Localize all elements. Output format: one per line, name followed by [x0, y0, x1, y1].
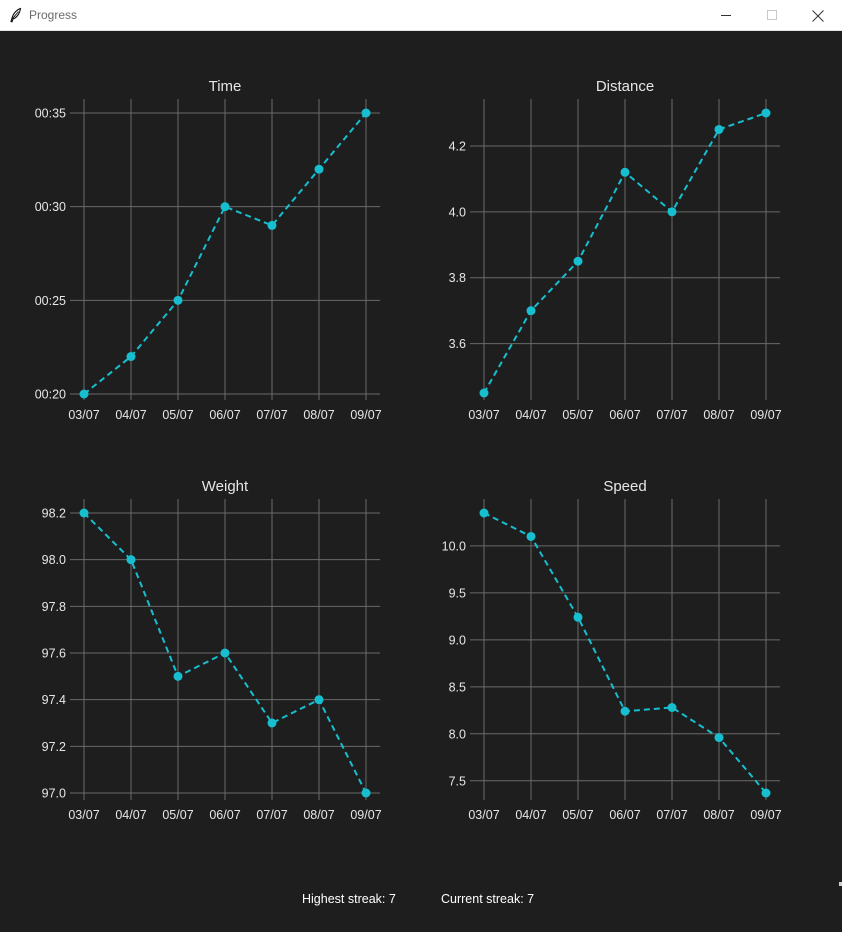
time-x-tick-label: 06/07: [209, 408, 240, 422]
distance-x-tick-label: 08/07: [703, 408, 734, 422]
weight-x-tick-label: 06/07: [209, 808, 240, 822]
weight-data-point: [126, 555, 136, 565]
distance-x-tick-label: 06/07: [609, 408, 640, 422]
time-x-tick-label: 05/07: [162, 408, 193, 422]
distance-data-point: [714, 124, 724, 134]
resize-grip[interactable]: [839, 882, 842, 886]
speed-x-tick-label: 05/07: [562, 808, 593, 822]
distance-x-tick-label: 07/07: [656, 408, 687, 422]
weight-data-point: [173, 671, 183, 681]
speed-data-point: [526, 531, 536, 541]
weight-y-tick-label: 98.2: [42, 507, 66, 521]
weight-y-tick-label: 98.0: [42, 553, 66, 567]
speed-x-tick-label: 09/07: [750, 808, 781, 822]
weight-chart: Weight 03/07 04/07 05/07 06/07 07/07 08/07 09/0…: [42, 478, 382, 822]
weight-data-point: [361, 788, 371, 798]
weight-y-tick-label: 97.2: [42, 740, 66, 754]
time-y-tick-label: 00:35: [35, 107, 66, 121]
weight-y-tick-label: 97.6: [42, 647, 66, 661]
weight-y-tick-label: 97.0: [42, 787, 66, 801]
speed-y-tick-label: 8.5: [449, 680, 466, 694]
distance-y-tick-label: 4.0: [449, 205, 466, 219]
speed-data-point: [620, 706, 630, 716]
time-x-tick-label: 08/07: [303, 408, 334, 422]
time-data-point: [79, 389, 89, 399]
weight-y-tick-label: 97.4: [42, 693, 66, 707]
speed-y-tick-label: 9.0: [449, 633, 466, 647]
weight-data-point: [220, 648, 230, 658]
weight-x-tick-label: 05/07: [162, 808, 193, 822]
time-x-tick-label: 04/07: [115, 408, 146, 422]
time-y-tick-label: 00:30: [35, 200, 66, 214]
close-button[interactable]: [795, 0, 841, 31]
weight-data-point: [267, 718, 277, 728]
speed-x-tick-label: 06/07: [609, 808, 640, 822]
weight-x-tick-label: 04/07: [115, 808, 146, 822]
time-data-point: [267, 220, 277, 230]
time-data-point: [126, 352, 136, 362]
speed-data-point: [714, 733, 724, 743]
speed-data-point: [479, 508, 489, 518]
speed-x-tick-label: 07/07: [656, 808, 687, 822]
speed-y-tick-label: 9.5: [449, 586, 466, 600]
distance-x-tick-label: 03/07: [468, 408, 499, 422]
weight-x-tick-label: 08/07: [303, 808, 334, 822]
weight-x-tick-label: 03/07: [68, 808, 99, 822]
distance-x-tick-label: 04/07: [515, 408, 546, 422]
speed-x-tick-label: 04/07: [515, 808, 546, 822]
distance-data-point: [573, 256, 583, 266]
weight-chart-title: Weight: [202, 478, 249, 495]
time-chart-title: Time: [209, 78, 242, 95]
speed-x-tick-label: 03/07: [468, 808, 499, 822]
distance-data-point: [526, 306, 536, 316]
highest-streak-label: Highest streak: 7: [302, 892, 396, 906]
distance-data-point: [667, 207, 677, 217]
time-x-tick-label: 09/07: [350, 408, 381, 422]
distance-y-tick-label: 3.6: [449, 337, 466, 351]
minimize-button[interactable]: [703, 0, 749, 31]
time-y-tick-label: 00:25: [35, 294, 66, 308]
distance-chart: Distance 03/07 04/07 05/07 06/07 07/07 08/07 09…: [449, 78, 782, 422]
time-chart: Time 03/07 04/07 05/07 06/07 07/07 08/07 09/07 0…: [35, 78, 382, 422]
distance-data-point: [479, 388, 489, 398]
speed-chart: Speed 03/07 04/07 05/07 06/07 07/07 08/07 09/07…: [442, 478, 782, 822]
weight-y-tick-label: 97.8: [42, 600, 66, 614]
speed-y-tick-label: 10.0: [442, 539, 466, 553]
streak-footer: Highest streak: 7 Current streak: 7: [0, 892, 842, 908]
weight-x-tick-label: 07/07: [256, 808, 287, 822]
time-data-point: [361, 108, 371, 118]
time-data-point: [314, 164, 324, 174]
speed-y-tick-label: 8.0: [449, 727, 466, 741]
speed-y-tick-label: 7.5: [449, 774, 466, 788]
time-x-tick-label: 07/07: [256, 408, 287, 422]
time-data-point: [173, 295, 183, 305]
speed-data-point: [573, 612, 583, 622]
time-data-point: [220, 202, 230, 212]
window-title: Progress: [29, 8, 78, 22]
close-icon: [812, 10, 824, 22]
distance-x-tick-label: 09/07: [750, 408, 781, 422]
feather-icon: [10, 7, 22, 23]
speed-chart-title: Speed: [603, 478, 646, 495]
distance-x-tick-label: 05/07: [562, 408, 593, 422]
current-streak-label: Current streak: 7: [441, 892, 535, 906]
speed-x-tick-label: 08/07: [703, 808, 734, 822]
distance-chart-title: Distance: [596, 78, 654, 95]
weight-x-tick-label: 09/07: [350, 808, 381, 822]
time-x-tick-label: 03/07: [68, 408, 99, 422]
distance-data-point: [761, 108, 771, 118]
distance-data-point: [620, 167, 630, 177]
weight-data-point: [314, 695, 324, 705]
minimize-icon: [721, 15, 731, 16]
speed-data-point: [667, 702, 677, 712]
time-y-tick-label: 00:20: [35, 388, 66, 402]
maximize-button[interactable]: [749, 0, 795, 31]
distance-y-tick-label: 3.8: [449, 271, 466, 285]
maximize-icon: [767, 10, 777, 20]
speed-data-point: [761, 788, 771, 798]
distance-y-tick-label: 4.2: [449, 139, 466, 153]
weight-data-point: [79, 508, 89, 518]
title-bar[interactable]: Progress: [0, 0, 842, 31]
